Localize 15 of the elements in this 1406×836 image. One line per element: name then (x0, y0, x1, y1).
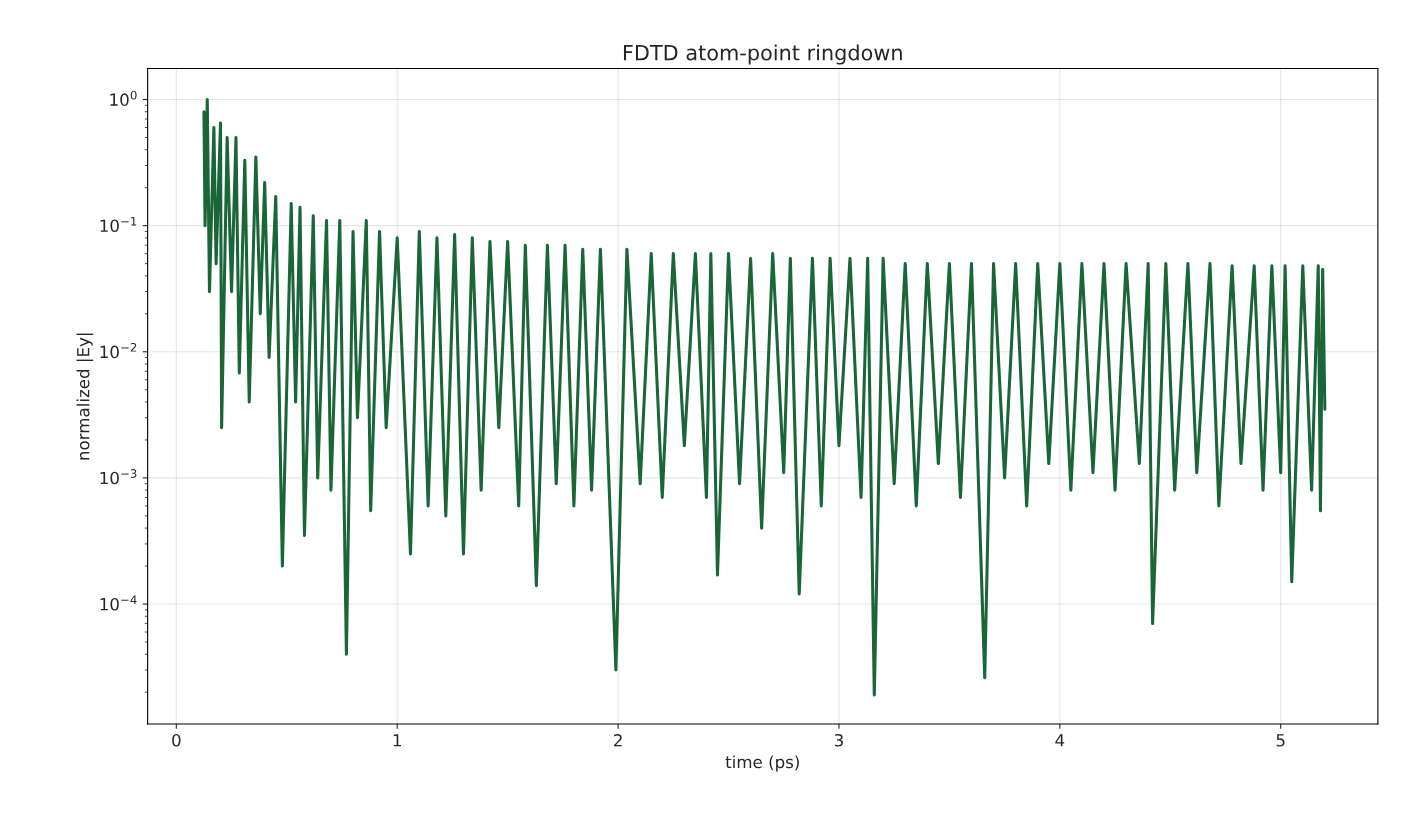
x-tick-label: 3 (834, 733, 843, 747)
y-tick-label: 10$^{−4}$ (100, 595, 137, 611)
x-tick-label: 0 (172, 733, 181, 747)
x-tick-label: 2 (614, 733, 622, 747)
x-axis-title: time (ps) (725, 755, 799, 772)
chart-title: FDTD atom-point ringdown (623, 44, 902, 65)
x-tick-label: 1 (393, 734, 401, 747)
line-series (202, 97, 1327, 697)
y-axis-title: normalized |Ey| (76, 333, 94, 460)
y-tick-label: 10$^{−2}$ (100, 342, 137, 359)
y-tick-label: 10$^{0}$ (110, 90, 137, 106)
y-tick-label: 10$^{−1}$ (100, 216, 137, 233)
x-tick-label: 4 (1055, 734, 1065, 747)
x-tick-label: 5 (1276, 734, 1285, 747)
y-tick-label: 10$^{−3}$ (100, 469, 137, 485)
